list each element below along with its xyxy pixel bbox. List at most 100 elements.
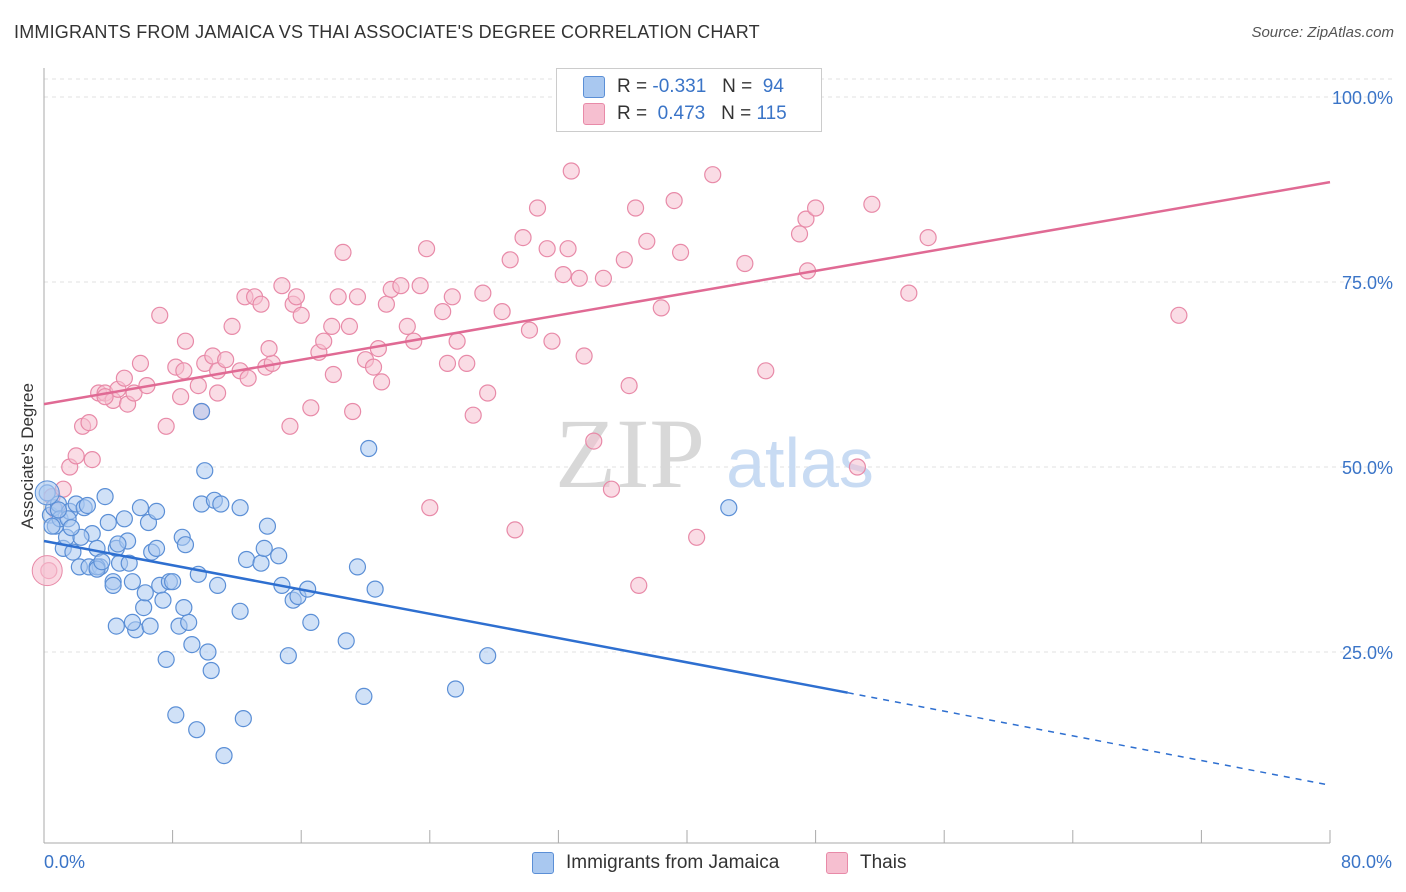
- point-thais: [443, 288, 461, 306]
- point-jamaica: [109, 535, 127, 553]
- point-thais: [281, 417, 299, 435]
- point-jamaica: [180, 613, 198, 632]
- point-thais: [790, 225, 809, 243]
- point-thais: [189, 377, 207, 395]
- legend-item-thais[interactable]: Thais: [826, 852, 906, 874]
- point-thais: [273, 277, 291, 295]
- point-thais: [506, 521, 524, 539]
- point-thais: [665, 192, 683, 210]
- point-thais: [585, 432, 603, 450]
- legend-item-jamaica[interactable]: Immigrants from Jamaica: [532, 852, 779, 874]
- point-thais: [80, 414, 98, 432]
- point-jamaica: [215, 746, 233, 765]
- point-thais: [260, 340, 278, 358]
- stats-swatch-jamaica: [583, 76, 605, 98]
- point-thais: [919, 229, 937, 247]
- point-thais: [652, 299, 670, 317]
- watermark: ZIP atlas: [555, 398, 874, 509]
- trend-line-jamaica-projection: [847, 691, 1331, 786]
- stats-n-value: 94: [762, 76, 784, 97]
- point-jamaica: [136, 584, 154, 602]
- point-jamaica: [237, 550, 256, 569]
- point-thais: [287, 288, 305, 306]
- stats-n-label: N =: [721, 103, 752, 124]
- point-thais: [602, 480, 621, 498]
- point-thais: [863, 195, 881, 213]
- point-thais: [704, 166, 722, 184]
- point-jamaica: [141, 617, 159, 635]
- point-thais: [315, 332, 333, 350]
- point-jamaica: [720, 499, 738, 517]
- y-axis-title: Associate's Degree: [18, 383, 37, 529]
- point-jamaica: [93, 553, 111, 571]
- point-thais: [323, 317, 341, 335]
- point-thais: [421, 499, 439, 517]
- y-tick-label: 50.0%: [1342, 458, 1393, 478]
- legend-label-thais: Thais: [860, 852, 907, 873]
- point-jamaica: [196, 462, 214, 480]
- point-jamaica: [62, 519, 80, 537]
- point-jamaica: [123, 613, 142, 632]
- point-thais: [736, 254, 754, 273]
- point-jamaica: [43, 517, 61, 535]
- point-thais: [217, 351, 235, 369]
- point-thais: [329, 288, 347, 306]
- point-thais: [671, 243, 690, 261]
- point-thais: [594, 269, 613, 287]
- point-thais: [900, 284, 918, 302]
- point-jamaica: [252, 554, 270, 572]
- point-thais: [157, 417, 175, 435]
- legend: Immigrants from Jamaica Thais: [0, 850, 1406, 880]
- point-thais: [575, 347, 593, 365]
- point-thais: [172, 388, 190, 406]
- point-jamaica: [199, 643, 217, 661]
- point-thais: [176, 332, 195, 350]
- point-thais: [630, 576, 648, 595]
- y-tick-label: 75.0%: [1342, 273, 1393, 293]
- watermark-zip: ZIP: [555, 398, 705, 509]
- stats-r-label: R =: [617, 103, 648, 124]
- point-thais: [239, 369, 257, 387]
- point-jamaica: [212, 495, 230, 513]
- series-jamaica: [34, 402, 738, 765]
- point-thais: [543, 332, 561, 350]
- point-thais: [559, 240, 577, 258]
- point-thais: [520, 321, 539, 339]
- point-thais: [175, 362, 193, 380]
- point-jamaica: [135, 598, 153, 617]
- point-jamaica: [270, 547, 288, 565]
- trend-line-jamaica: [43, 539, 848, 694]
- point-thais: [528, 199, 547, 217]
- chart-title: IMMIGRANTS FROM JAMAICA VS THAI ASSOCIAT…: [14, 22, 760, 42]
- stats-n-value: 115: [756, 103, 787, 124]
- y-tick-labels: 25.0% 50.0% 75.0% 100.0%: [1332, 88, 1393, 663]
- point-thais: [464, 406, 482, 424]
- point-jamaica: [78, 496, 97, 515]
- point-thais: [292, 306, 310, 324]
- point-jamaica: [188, 721, 206, 739]
- point-thais: [340, 317, 359, 335]
- point-thais: [364, 358, 383, 376]
- point-thais: [411, 277, 429, 295]
- y-tick-label: 100.0%: [1332, 88, 1393, 108]
- point-thais: [493, 303, 511, 321]
- point-thais: [67, 447, 85, 465]
- point-thais: [848, 458, 866, 476]
- point-thais: [514, 229, 532, 247]
- stats-legend: R = -0.331 N = 94 R = 0.473 N = 115: [556, 68, 822, 132]
- point-jamaica: [348, 558, 367, 576]
- source-label: Source: ZipAtlas.com: [1251, 24, 1394, 41]
- point-thais: [151, 306, 169, 324]
- point-thais: [797, 210, 815, 228]
- point-thais: [458, 354, 476, 372]
- point-jamaica: [255, 539, 273, 558]
- stats-r-label: R =: [617, 76, 648, 97]
- point-jamaica: [99, 513, 117, 532]
- point-jamaica: [131, 499, 150, 517]
- point-jamaica: [176, 536, 195, 554]
- stats-n-label: N =: [722, 76, 753, 97]
- point-jamaica-large: [34, 480, 60, 506]
- point-thais: [479, 384, 497, 402]
- point-jamaica: [183, 635, 201, 654]
